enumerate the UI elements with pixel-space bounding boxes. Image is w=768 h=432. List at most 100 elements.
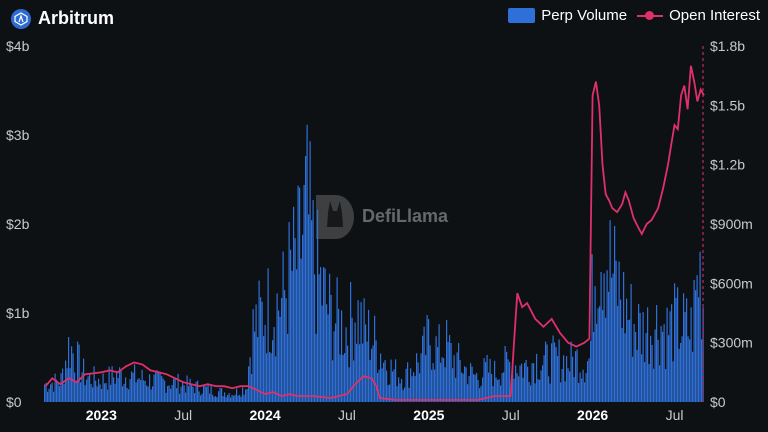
volume-bar[interactable] — [246, 388, 248, 402]
volume-bar[interactable] — [335, 323, 337, 402]
volume-bar[interactable] — [366, 341, 368, 402]
volume-bar[interactable] — [635, 331, 637, 402]
volume-bar[interactable] — [249, 357, 251, 402]
volume-bar[interactable] — [399, 383, 401, 402]
volume-bar[interactable] — [600, 272, 602, 402]
volume-bar[interactable] — [362, 343, 364, 402]
volume-bar[interactable] — [240, 396, 242, 402]
volume-bar[interactable] — [474, 374, 476, 402]
volume-bar[interactable] — [393, 369, 395, 402]
volume-bar[interactable] — [282, 251, 284, 402]
volume-bar[interactable] — [257, 337, 259, 402]
volume-bar[interactable] — [516, 373, 518, 402]
volume-bar[interactable] — [356, 343, 358, 402]
volume-bar[interactable] — [524, 362, 526, 402]
volume-bar[interactable] — [693, 280, 695, 402]
volume-bar[interactable] — [200, 395, 202, 402]
volume-bar[interactable] — [128, 389, 130, 402]
volume-bar[interactable] — [696, 275, 698, 402]
volume-bar[interactable] — [545, 341, 547, 402]
volume-bar[interactable] — [74, 372, 76, 403]
volume-bar[interactable] — [207, 384, 209, 402]
volume-bar[interactable] — [311, 220, 313, 402]
volume-bar[interactable] — [198, 391, 200, 402]
volume-bar[interactable] — [324, 268, 326, 402]
volume-bar[interactable] — [158, 371, 160, 402]
volume-bar[interactable] — [266, 353, 268, 402]
volume-bar[interactable] — [378, 369, 380, 402]
volume-bar[interactable] — [155, 372, 157, 402]
volume-bar[interactable] — [300, 258, 302, 403]
volume-bar[interactable] — [302, 234, 304, 402]
volume-bar[interactable] — [212, 394, 214, 402]
volume-bar[interactable] — [638, 304, 640, 402]
volume-bar[interactable] — [665, 369, 667, 402]
volume-bar[interactable] — [270, 353, 272, 402]
volume-bar[interactable] — [657, 339, 659, 402]
volume-bar[interactable] — [689, 339, 691, 402]
volume-bar[interactable] — [528, 382, 530, 402]
volume-bar[interactable] — [363, 298, 365, 402]
volume-bar[interactable] — [192, 386, 194, 402]
volume-bar[interactable] — [101, 388, 103, 402]
volume-bar[interactable] — [288, 222, 290, 402]
volume-bar[interactable] — [308, 214, 310, 402]
volume-bar[interactable] — [431, 369, 433, 402]
volume-bar[interactable] — [543, 355, 545, 402]
volume-bar[interactable] — [233, 395, 235, 402]
volume-bar[interactable] — [243, 394, 245, 402]
volume-bar[interactable] — [392, 371, 394, 403]
volume-bar[interactable] — [285, 298, 287, 402]
volume-bar[interactable] — [683, 293, 685, 402]
volume-bar[interactable] — [197, 380, 199, 402]
volume-bar[interactable] — [323, 267, 325, 402]
volume-bar[interactable] — [513, 378, 515, 402]
volume-bar[interactable] — [50, 384, 52, 402]
volume-bar[interactable] — [447, 341, 449, 402]
volume-bar[interactable] — [482, 377, 484, 403]
volume-bar[interactable] — [140, 380, 142, 402]
volume-bar[interactable] — [494, 360, 496, 402]
volume-bar[interactable] — [437, 347, 439, 402]
volume-bar[interactable] — [90, 384, 92, 402]
volume-bar[interactable] — [413, 372, 415, 402]
volume-bar[interactable] — [653, 368, 655, 402]
volume-bar[interactable] — [273, 327, 275, 402]
volume-bar[interactable] — [381, 368, 383, 402]
volume-bar[interactable] — [588, 358, 590, 402]
volume-bar[interactable] — [312, 200, 314, 402]
volume-bar[interactable] — [105, 383, 107, 402]
volume-bar[interactable] — [594, 286, 596, 402]
volume-bar[interactable] — [620, 299, 622, 402]
volume-bar[interactable] — [569, 371, 571, 402]
volume-bar[interactable] — [171, 385, 173, 402]
volume-bar[interactable] — [422, 335, 424, 402]
volume-bar[interactable] — [95, 380, 97, 402]
volume-bar[interactable] — [561, 369, 563, 402]
volume-bar[interactable] — [357, 300, 359, 402]
volume-bar[interactable] — [138, 378, 140, 402]
volume-bar[interactable] — [182, 382, 184, 402]
volume-bar[interactable] — [261, 301, 263, 402]
volume-bar[interactable] — [690, 307, 692, 402]
volume-bar[interactable] — [254, 331, 256, 402]
volume-bar[interactable] — [687, 336, 689, 402]
volume-bar[interactable] — [410, 368, 412, 402]
volume-bar[interactable] — [170, 388, 172, 402]
volume-bar[interactable] — [506, 351, 508, 402]
volume-bar[interactable] — [692, 351, 694, 402]
volume-bar[interactable] — [269, 352, 271, 402]
volume-bar[interactable] — [117, 378, 119, 402]
volume-bar[interactable] — [608, 291, 610, 402]
volume-bar[interactable] — [492, 386, 494, 402]
volume-bar[interactable] — [164, 380, 166, 402]
volume-bar[interactable] — [497, 380, 499, 402]
volume-bar[interactable] — [297, 185, 299, 402]
volume-bar[interactable] — [281, 298, 283, 402]
volume-bar[interactable] — [56, 379, 58, 402]
volume-bar[interactable] — [572, 356, 574, 402]
volume-bar[interactable] — [360, 302, 362, 402]
volume-bar[interactable] — [576, 349, 578, 403]
volume-bar[interactable] — [522, 377, 524, 402]
volume-bar[interactable] — [291, 270, 293, 402]
